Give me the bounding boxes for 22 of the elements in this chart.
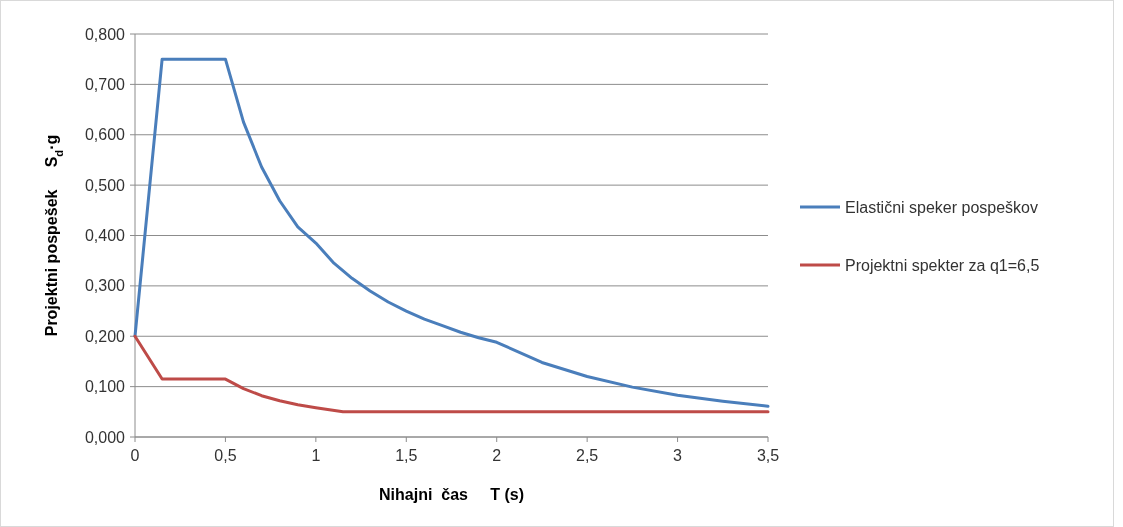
x-tick-label: 0 (130, 447, 140, 464)
line-series (133, 334, 770, 414)
x-tick-label: 2 (492, 447, 502, 464)
legend-label: Elastični speker pospeškov (845, 198, 1038, 216)
line-series (133, 57, 770, 408)
y-tick-label: 0,700 (84, 75, 126, 93)
y-tick-label: 0,300 (84, 277, 126, 295)
y-tick-label: 0,400 (84, 227, 126, 245)
y-tick-label: 0,600 (84, 126, 126, 144)
x-axis-title: Nihajni čas T (s) (379, 486, 524, 503)
x-tick-label: 1 (311, 447, 321, 464)
x-tick-label: 1,5 (395, 447, 418, 464)
x-tick-label: 0,5 (214, 447, 237, 464)
y-tick-label: 0,000 (84, 428, 126, 446)
y-tick-label: 0,100 (84, 378, 126, 396)
legend-label: Projektni spekter za q1=6,5 (845, 256, 1040, 274)
x-tick-label: 3,5 (756, 447, 780, 464)
y-tick-label: 0,500 (84, 176, 126, 194)
y-tick-label: 0,200 (84, 327, 126, 345)
x-tick-label: 3 (673, 447, 683, 464)
y-tick-label: 0,800 (84, 25, 126, 43)
x-tick-label: 2,5 (576, 447, 599, 464)
